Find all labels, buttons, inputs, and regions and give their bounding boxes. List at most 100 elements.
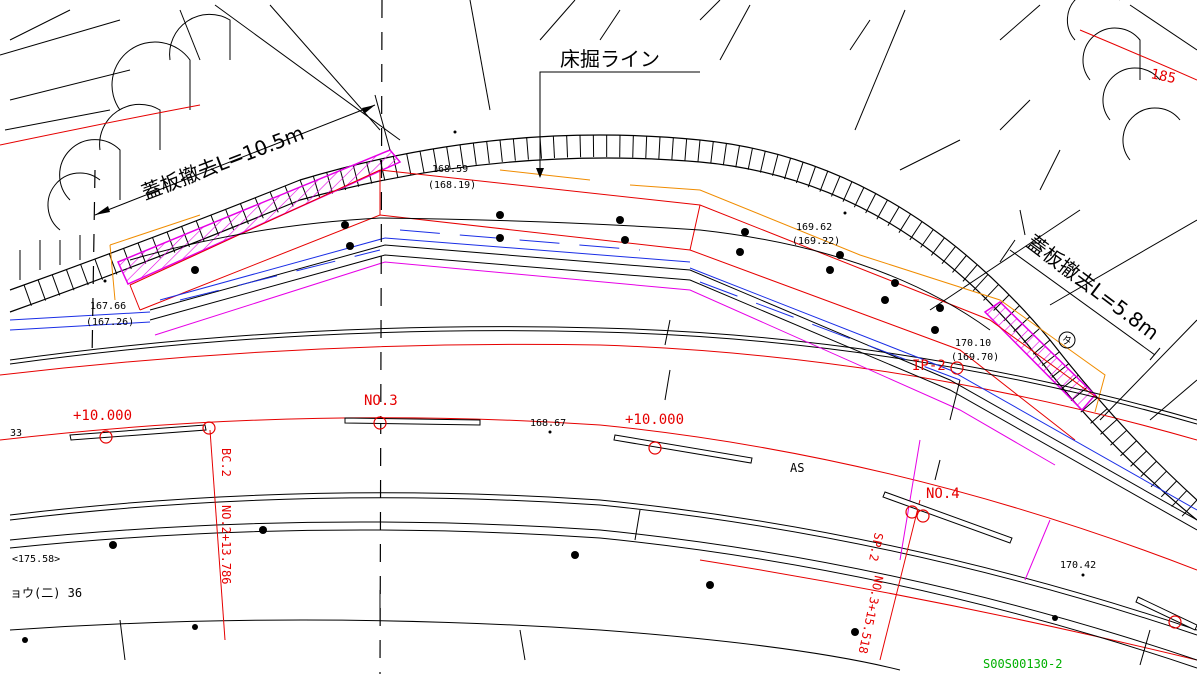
cover-block-tick	[722, 143, 727, 166]
cover-block-tick	[645, 136, 648, 159]
cover-block-tick	[658, 136, 661, 159]
drawing-code: S00S00130-2	[983, 657, 1062, 671]
elevation-1-planned: (168.19)	[428, 180, 476, 191]
cover-block-tick	[853, 187, 865, 208]
cover-block-tick	[819, 170, 829, 192]
contour-185-label: 185	[1149, 66, 1177, 87]
station-sp2: SP.2	[866, 531, 886, 562]
cover-block-tick	[512, 138, 516, 161]
left-edge-number: 33	[10, 428, 22, 439]
drainage-lines	[9, 229, 1197, 511]
dimension-arrowheads	[95, 105, 544, 215]
cover-block-tick	[51, 274, 61, 296]
pole-markers	[22, 211, 1058, 643]
cover-block-tick	[807, 166, 816, 188]
station-circles	[99, 361, 1182, 629]
cover-block-tick	[526, 137, 529, 160]
elevation-2-planned: (169.22)	[792, 236, 840, 247]
cover-block-tick	[459, 144, 464, 167]
tree-symbols	[19, 0, 1181, 280]
elevation-4-planned: (169.70)	[951, 352, 999, 363]
cover-block-tick	[65, 269, 75, 291]
elevation-3-planned: (167.26)	[86, 317, 134, 328]
cover-block-tick	[876, 199, 888, 220]
station-plus-left: +10.000	[73, 408, 132, 424]
grid-lines	[91, 0, 383, 674]
spot-level-1: 168.67	[530, 418, 566, 429]
cover-removal-left-label: 蓋板撤去L=10.5m	[138, 121, 307, 205]
cover-block-tick	[909, 221, 923, 241]
cover-block-tick	[684, 138, 688, 161]
cover-block-tick	[735, 145, 740, 168]
cover-block-tick	[419, 151, 425, 173]
cover-block-tick	[37, 279, 47, 301]
station-ip2: IP-2	[912, 358, 946, 374]
cover-block-tick	[80, 264, 89, 286]
cover-block-tick	[972, 274, 989, 292]
construction-outline	[129, 169, 1101, 441]
cover-block-tick	[1130, 450, 1147, 467]
cover-block-tick	[784, 157, 792, 180]
cover-block-tick	[1140, 460, 1157, 478]
cover-block-tick	[1110, 429, 1127, 446]
station-plus-right: +10.000	[625, 412, 684, 428]
cover-block-tick	[983, 284, 999, 301]
cover-block-tick	[579, 135, 582, 158]
spot-level-3: <175.58>	[12, 554, 60, 565]
cover-block-tick	[952, 255, 967, 273]
cover-block-tick	[1100, 419, 1118, 435]
cover-block-tick	[842, 181, 853, 202]
elevation-2: 169.62	[796, 222, 832, 233]
cover-block-tick	[898, 213, 912, 233]
cover-block-tick	[930, 237, 945, 256]
cover-block-tick	[1080, 397, 1098, 413]
cover-block-tick	[94, 258, 103, 280]
elevation-1: 168.59	[432, 164, 468, 175]
cover-block-tick	[920, 229, 934, 248]
cover-block-tick	[566, 135, 569, 158]
cover-block-tick	[499, 139, 503, 162]
cover-block-tick	[697, 139, 701, 162]
cover-block-tick	[1160, 480, 1177, 498]
cover-block-tick	[887, 206, 900, 227]
circle-symbol: タ	[1062, 335, 1072, 347]
cover-block-tick	[772, 154, 779, 176]
cover-block-tick	[1150, 470, 1167, 488]
tick-lines	[119, 319, 1151, 666]
station-sp2-number: NO.3+15.518	[856, 574, 886, 655]
cover-block-tick	[406, 153, 412, 176]
cover-block-tick	[486, 141, 490, 164]
station-bars	[69, 417, 1197, 631]
boundary-lines	[154, 261, 1056, 581]
cover-block-tick	[446, 146, 451, 169]
cover-block-tick	[747, 148, 753, 170]
cover-block-tick	[962, 264, 978, 282]
cover-block-tick	[23, 284, 32, 306]
road-name-label: ョウ(二) 36	[10, 586, 82, 600]
spot-level-2: 170.42	[1060, 560, 1096, 571]
cover-block-tick	[108, 253, 118, 275]
station-lines	[209, 429, 921, 661]
road-lines	[9, 217, 1197, 671]
cover-block-tick	[795, 161, 804, 184]
cover-block-tick	[831, 175, 841, 197]
station-bc2: BC.2	[219, 448, 233, 477]
excavation-lines	[109, 169, 1106, 413]
cover-block-tick	[552, 136, 556, 159]
cover-block-tick	[632, 135, 634, 158]
terrain-lines	[0, 0, 1197, 421]
cover-block-tick	[1090, 408, 1108, 424]
cover-block-tick	[472, 142, 477, 165]
cover-block-tick	[1120, 440, 1137, 457]
spot-points	[103, 130, 1085, 577]
cover-block-tick	[1171, 490, 1188, 507]
cover-block-tick	[941, 246, 956, 265]
cover-block-tick	[759, 150, 766, 173]
cover-block-tick	[432, 148, 438, 171]
cover-block-tick	[671, 137, 674, 160]
pavement-as-label: AS	[790, 461, 804, 475]
cover-removal-right-label: 蓋板撤去L=5.8m	[1022, 230, 1164, 345]
dimension-lines	[94, 71, 1161, 361]
cover-block-tick	[710, 141, 714, 164]
station-no4: NO.4	[926, 486, 960, 502]
